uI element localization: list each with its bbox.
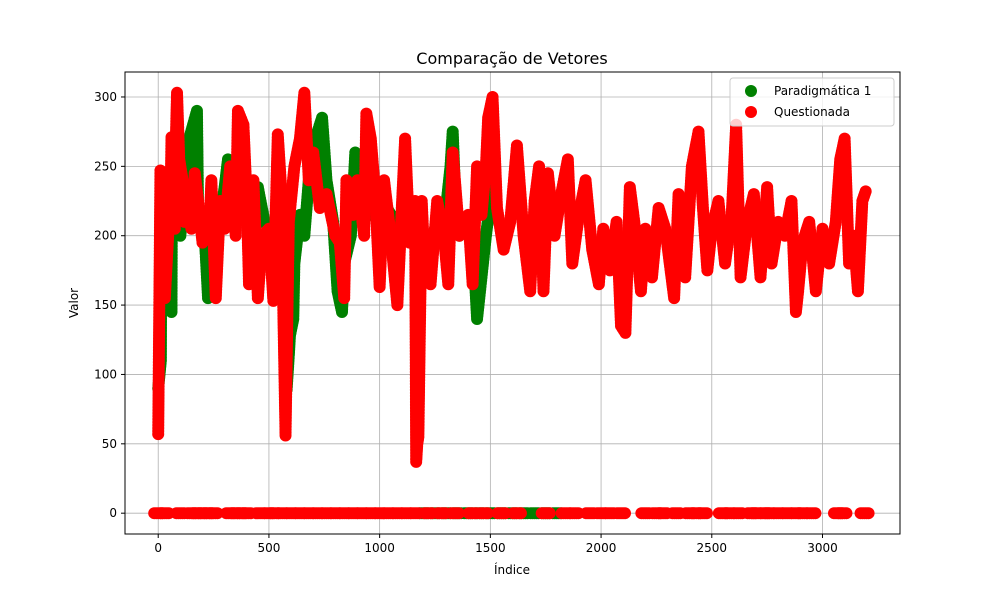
legend-label-paradigmatica: Paradigmática 1 (774, 84, 871, 98)
zero-point (700, 507, 713, 520)
y-tick-label: 250 (94, 159, 117, 173)
x-axis-label: Índice (494, 562, 530, 577)
series-questionada (148, 86, 875, 520)
zero-point (840, 507, 853, 520)
zero-point (514, 507, 527, 520)
data-point (859, 185, 872, 198)
y-tick-label: 300 (94, 90, 117, 104)
y-axis-label: Valor (67, 288, 81, 318)
chart-title: Comparação de Vetores (416, 49, 607, 68)
zero-point (543, 507, 556, 520)
x-tick-label: 2000 (586, 541, 617, 555)
x-tick-label: 3000 (807, 541, 838, 555)
x-tick-label: 1500 (475, 541, 506, 555)
zero-point (862, 507, 875, 520)
legend: Paradigmática 1 Questionada (729, 77, 895, 127)
zero-point (809, 507, 822, 520)
y-tick-label: 150 (94, 298, 117, 312)
chart-marks (148, 86, 875, 520)
y-tick-label: 100 (94, 367, 117, 381)
legend-marker-paradigmatica (745, 85, 757, 97)
y-tick-label: 200 (94, 229, 117, 243)
zero-point (619, 507, 631, 520)
x-tick-label: 0 (154, 541, 162, 555)
y-tick-label: 0 (109, 506, 117, 520)
x-tick-label: 2500 (697, 541, 728, 555)
y-tick-label: 50 (102, 437, 117, 451)
legend-marker-questionada (745, 106, 757, 118)
x-tick-label: 1000 (364, 541, 395, 555)
legend-label-questionada: Questionada (774, 105, 850, 119)
x-tick-label: 500 (257, 541, 280, 555)
